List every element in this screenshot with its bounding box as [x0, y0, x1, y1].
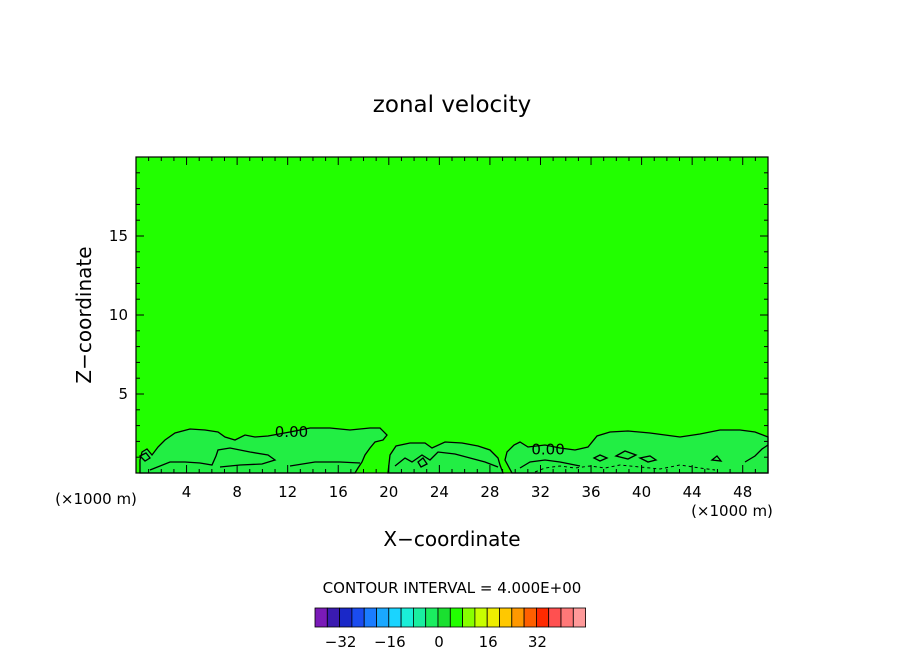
x-unit-label-right: (×1000 m): [691, 502, 773, 520]
colorbar-swatch: [388, 607, 402, 628]
colorbar-tick-label: −32: [325, 633, 357, 651]
contour-line-inner-10: [744, 444, 769, 463]
x-tick-label: 40: [632, 483, 651, 501]
colorbar-tick-label: 16: [479, 633, 498, 651]
x-tick-label: 36: [581, 483, 600, 501]
colorbar-tick-label: 32: [528, 633, 547, 651]
colorbar-swatch: [536, 607, 550, 628]
x-tick-label: 8: [232, 483, 242, 501]
contour-region-right-1: [504, 429, 769, 474]
contour-line-inner-9: [710, 455, 723, 462]
contour-line-inner-2: [289, 461, 361, 467]
colorbar-swatch: [474, 607, 488, 628]
y-tick-label: 15: [109, 227, 128, 245]
colorbar-swatch: [400, 607, 414, 628]
contour-labels: 0.00 0.00: [275, 423, 565, 458]
colorbar-swatch: [351, 607, 365, 628]
contour-label: 0.00: [275, 423, 308, 441]
colorbar-swatch: [376, 607, 390, 628]
x-tick-label: 44: [683, 483, 702, 501]
contour-line-inner-8: [638, 455, 658, 463]
colorbar-swatch: [572, 607, 586, 628]
colorbar-swatch: [412, 607, 427, 628]
contour-interval-text: CONTOUR INTERVAL = 4.000E+00: [323, 579, 582, 597]
contour-line-inner-3: [394, 451, 499, 468]
colorbar-swatch: [499, 607, 513, 628]
colorbar-swatch: [314, 607, 328, 628]
contour-line-inner-4: [417, 457, 428, 468]
x-tick-label: 20: [379, 483, 398, 501]
x-tick-label: 4: [182, 483, 192, 501]
x-tick-labels: 4 8 12 16 20 24 28 32 36 40 44 48: [182, 483, 752, 501]
colorbar-swatch: [437, 607, 451, 628]
x-tick-label: 28: [480, 483, 499, 501]
y-tick-label: 10: [109, 306, 128, 324]
colorbar-swatch: [523, 607, 537, 628]
colorbar-swatch: [425, 607, 439, 628]
colorbar-labels: −32 −16 0 16 32: [325, 633, 547, 651]
colorbar-swatch: [339, 607, 353, 628]
contour-line-dashed: [534, 464, 716, 473]
contour-label: 0.00: [531, 440, 564, 458]
y-tick-label: 5: [118, 385, 128, 403]
contour-regions: [138, 427, 769, 474]
x-tick-label: 48: [733, 483, 752, 501]
contour-line-inner-6: [592, 454, 609, 462]
colorbar-swatch: [326, 607, 340, 628]
plot-area: [136, 157, 768, 473]
colorbar-swatch: [511, 607, 525, 628]
x-axis-label: X−coordinate: [383, 527, 520, 551]
contour-line-small-left: [138, 452, 151, 462]
y-tick-labels: 5 10 15: [109, 227, 128, 403]
contour-region-middle: [387, 441, 504, 474]
colorbar-swatch: [548, 607, 562, 628]
colorbar-swatch: [363, 607, 377, 628]
x-tick-label: 32: [531, 483, 550, 501]
colorbar: [314, 607, 586, 628]
x-tick-label: 16: [329, 483, 348, 501]
colorbar-swatch: [560, 607, 574, 628]
contour-line-inner-7: [614, 450, 638, 460]
x-unit-label-left: (×1000 m): [55, 490, 137, 508]
contour-line-inner-5: [519, 459, 581, 469]
contour-line-inner-1: [149, 447, 277, 471]
colorbar-tick-label: 0: [434, 633, 444, 651]
x-tick-label: 12: [278, 483, 297, 501]
axis-ticks: [136, 157, 768, 473]
colorbar-tick-label: −16: [374, 633, 406, 651]
colorbar-swatch: [449, 607, 463, 628]
colorbar-swatch: [486, 607, 500, 628]
chart-title: zonal velocity: [373, 92, 531, 118]
y-axis-label: Z−coordinate: [72, 246, 96, 383]
x-tick-label: 24: [430, 483, 449, 501]
colorbar-swatch: [462, 607, 476, 628]
